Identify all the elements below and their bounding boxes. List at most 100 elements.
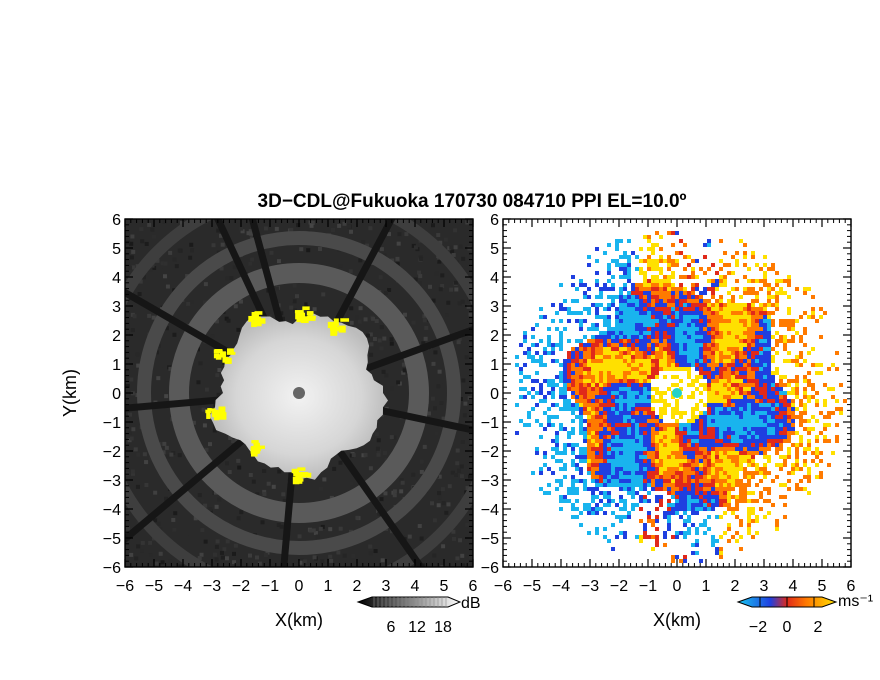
speckle (263, 226, 268, 231)
velocity-cell (567, 355, 571, 359)
velocity-cell (767, 459, 771, 463)
velocity-cell (815, 403, 819, 407)
velocity-cell (791, 323, 795, 327)
velocity-cell (775, 527, 779, 531)
velocity-cell (587, 451, 591, 455)
velocity-cell (691, 363, 695, 367)
velocity-cell (807, 351, 811, 355)
velocity-cell (523, 363, 527, 367)
velocity-cell (623, 263, 627, 267)
speckle (222, 360, 227, 365)
velocity-cell (683, 431, 687, 435)
velocity-cell (651, 467, 655, 471)
velocity-cell (707, 439, 711, 443)
velocity-cell (643, 343, 647, 347)
velocity-cell (695, 379, 699, 383)
velocity-cell (779, 443, 783, 447)
velocity-cell (687, 431, 691, 435)
velocity-cell (587, 435, 591, 439)
velocity-cell (731, 475, 735, 479)
velocity-cell (755, 443, 759, 447)
velocity-cell (707, 339, 711, 343)
velocity-cell (715, 431, 719, 435)
y-tick-label: 5 (112, 241, 121, 258)
high-echo-patch (297, 467, 306, 471)
velocity-cell (695, 527, 699, 531)
velocity-cell (647, 483, 651, 487)
velocity-cell (655, 443, 659, 447)
velocity-cell (643, 315, 647, 319)
velocity-cell (655, 499, 659, 503)
velocity-cell (787, 471, 791, 475)
velocity-cell (783, 335, 787, 339)
velocity-cell (671, 471, 675, 475)
velocity-cell (651, 303, 655, 307)
speckle (212, 428, 217, 433)
velocity-cell (715, 495, 719, 499)
velocity-cell (555, 327, 559, 331)
velocity-cell (535, 359, 539, 363)
velocity-cell (615, 347, 619, 351)
velocity-cell (635, 287, 639, 291)
velocity-cell (671, 439, 675, 443)
velocity-cell (731, 347, 735, 351)
velocity-cell (711, 307, 715, 311)
velocity-cell (711, 431, 715, 435)
velocity-cell (623, 459, 627, 463)
velocity-cell (631, 355, 635, 359)
velocity-cell (751, 311, 755, 315)
speckle (138, 279, 143, 284)
velocity-cell (799, 443, 803, 447)
velocity-cell (647, 391, 651, 395)
velocity-cell (771, 263, 775, 267)
velocity-cell (603, 503, 607, 507)
speckle (215, 373, 220, 378)
velocity-cell (687, 487, 691, 491)
velocity-cell (711, 279, 715, 283)
velocity-cell (639, 375, 643, 379)
velocity-cell (603, 475, 607, 479)
velocity-cell (551, 319, 555, 323)
velocity-cell (703, 355, 707, 359)
velocity-cell (695, 327, 699, 331)
velocity-cell (719, 319, 723, 323)
velocity-cell (687, 527, 691, 531)
velocity-cell (707, 351, 711, 355)
velocity-cell (731, 327, 735, 331)
y-tick-label: −4 (103, 502, 121, 519)
velocity-cell (643, 467, 647, 471)
velocity-cell (683, 315, 687, 319)
velocity-cell (747, 443, 751, 447)
velocity-cell (579, 327, 583, 331)
velocity-cell (595, 411, 599, 415)
velocity-cell (739, 499, 743, 503)
reflectivity-rings (125, 219, 473, 567)
velocity-cell (719, 275, 723, 279)
velocity-cell (595, 339, 599, 343)
velocity-cell (711, 463, 715, 467)
velocity-cell (783, 435, 787, 439)
speckle (225, 461, 230, 466)
velocity-cell (599, 463, 603, 467)
velocity-cell (715, 347, 719, 351)
velocity-cell (571, 283, 575, 287)
velocity-cell (755, 263, 759, 267)
velocity-cell (651, 475, 655, 479)
velocity-cell (703, 419, 707, 423)
speckle (162, 220, 167, 225)
velocity-cell (611, 371, 615, 375)
velocity-cell (743, 255, 747, 259)
velocity-cell (655, 243, 659, 247)
velocity-cell (763, 379, 767, 383)
velocity-cell (663, 371, 667, 375)
velocity-cell (603, 283, 607, 287)
velocity-cell (539, 387, 543, 391)
speckle (199, 552, 204, 557)
speckle (440, 487, 445, 492)
velocity-cell (787, 279, 791, 283)
velocity-cell (695, 295, 699, 299)
velocity-cell (579, 387, 583, 391)
velocity-cell (711, 471, 715, 475)
speckle (257, 561, 262, 566)
velocity-cell (691, 319, 695, 323)
